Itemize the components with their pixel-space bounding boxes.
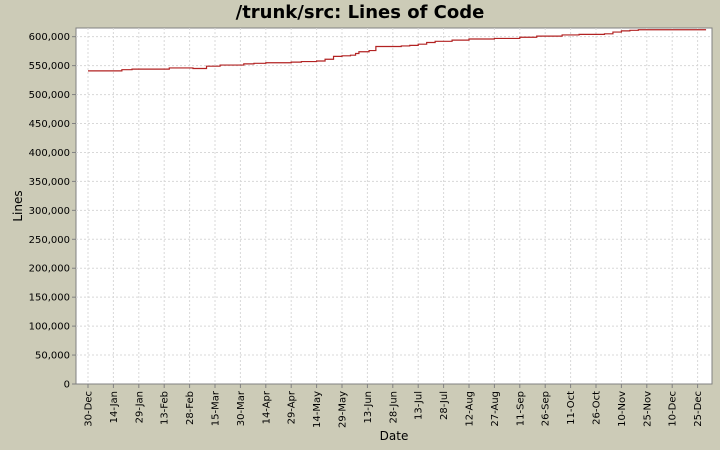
x-tick-label: 26-Sep xyxy=(541,391,552,426)
x-tick-label: 15-Mar xyxy=(211,390,222,426)
x-tick-label: 29-May xyxy=(338,391,349,428)
x-tick-label: 10-Nov xyxy=(617,391,628,427)
y-tick-label: 600,000 xyxy=(29,32,70,43)
x-tick-label: 25-Dec xyxy=(693,391,704,427)
x-tick-label: 14-Apr xyxy=(261,390,272,424)
y-tick-label: 550,000 xyxy=(29,61,70,72)
series-layer xyxy=(88,29,707,72)
y-tick-label: 0 xyxy=(64,380,70,391)
x-tick-label: 13-Jun xyxy=(363,391,374,424)
x-axis-label: Date xyxy=(380,429,409,443)
grid-lines xyxy=(76,28,712,384)
x-tick-label: 13-Feb xyxy=(160,391,171,425)
plot-area xyxy=(75,27,713,385)
x-tick-label: 28-Jun xyxy=(388,391,399,424)
x-tick-label: 14-May xyxy=(312,391,323,428)
x-tick-label: 13-Jul xyxy=(414,391,425,420)
y-tick-label: 100,000 xyxy=(29,322,70,333)
y-tick-label: 450,000 xyxy=(29,119,70,130)
x-tick-label: 26-Oct xyxy=(592,391,603,425)
y-tick-label: 150,000 xyxy=(29,293,70,304)
x-tick-label: 27-Aug xyxy=(490,391,501,427)
y-tick-label: 300,000 xyxy=(29,206,70,217)
x-tick-label: 29-Jan xyxy=(134,391,145,423)
x-tick-label: 29-Apr xyxy=(287,390,298,424)
x-axis-ticks: 30-Dec 14-Jan 29-Jan 13-Feb 28-Feb 15-Mar 30-M… xyxy=(84,384,704,428)
y-tick-label: 400,000 xyxy=(29,148,70,159)
x-tick-label: 28-Feb xyxy=(185,391,196,425)
y-tick-label: 200,000 xyxy=(29,264,70,275)
x-tick-label: 10-Dec xyxy=(668,391,679,427)
y-tick-label: 250,000 xyxy=(29,235,70,246)
y-tick-label: 50,000 xyxy=(35,351,70,362)
y-tick-label: 500,000 xyxy=(29,90,70,101)
series-line xyxy=(88,29,707,72)
x-tick-label: 11-Oct xyxy=(566,391,577,425)
x-tick-label: 28-Jul xyxy=(439,391,450,420)
chart-title: /trunk/src: Lines of Code xyxy=(236,2,485,23)
x-tick-label: 25-Nov xyxy=(642,391,653,427)
y-axis-ticks: 0 50,000 100,000 150,000 200,000 250,000 300,0… xyxy=(29,32,76,391)
x-tick-label: 12-Aug xyxy=(465,391,476,427)
x-tick-label: 30-Dec xyxy=(84,391,95,427)
y-tick-label: 350,000 xyxy=(29,177,70,188)
x-tick-label: 11-Sep xyxy=(515,391,526,426)
x-tick-label: 30-Mar xyxy=(236,390,247,426)
x-tick-label: 14-Jan xyxy=(109,391,120,423)
y-axis-label: Lines xyxy=(11,190,25,221)
